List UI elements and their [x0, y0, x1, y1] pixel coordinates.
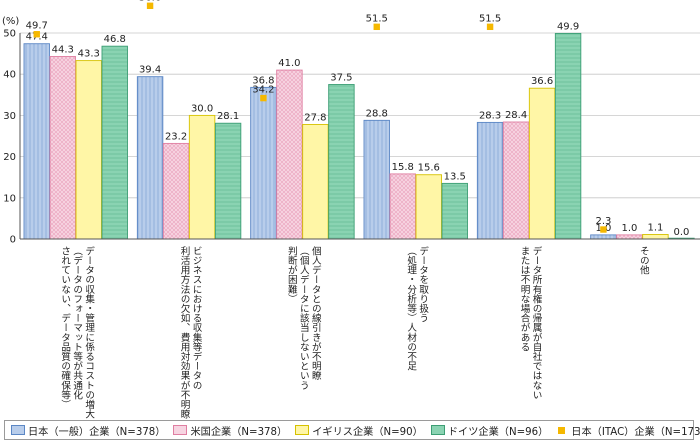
value-label: 28.3 [479, 110, 501, 121]
legend-label-us: 米国企業（N=378） [190, 426, 288, 438]
legend-label-itac: 日本（ITAC）企業（N=173） [571, 426, 700, 438]
bar-cost-s1 [49, 56, 76, 240]
category-label-cost: （データのフォーマット等が共通化 [71, 246, 83, 400]
value-label: 41.0 [278, 58, 300, 69]
value-label: 27.8 [304, 112, 326, 123]
legend-swatch-uk [295, 425, 310, 435]
itac-markers: 49.7 56.6 34.2 51.5 51.5 2.3 [26, 0, 611, 233]
value-label: 36.6 [531, 76, 553, 87]
bar-biz-s3 [214, 122, 242, 240]
bar-talent-s2 [415, 174, 442, 240]
category-label-biz: 利活用方法の欠如、費用対効果が不明瞭 [179, 245, 191, 418]
value-label: 46.8 [104, 34, 126, 45]
legend-swatch-us [173, 425, 188, 435]
bar-talent-s3 [441, 182, 468, 240]
legend-item-de: ドイツ企業（N=96） [430, 423, 549, 438]
bar-ownership-s0 [476, 121, 504, 240]
value-label: 43.3 [78, 49, 100, 60]
bar-biz-s2 [188, 114, 216, 240]
itac-value-label: 51.5 [366, 13, 388, 24]
legend: 日本（一般）企業（N=378） 米国企業（N=378） イギリス企業（N=90）… [4, 420, 700, 440]
bar-cost-s0 [23, 43, 50, 240]
bar-talent-s0 [363, 119, 390, 240]
itac-value-label: 51.5 [479, 13, 501, 24]
bar-personal-s3 [328, 84, 355, 240]
value-label: 15.8 [392, 162, 414, 173]
bar-cost-s2 [75, 60, 102, 240]
category-label-cost: データの収集・管理に係るコストの増大 [83, 245, 95, 419]
itac-value-label: 2.3 [595, 216, 611, 227]
itac-marker-personal [260, 94, 267, 102]
legend-label-uk: イギリス企業（N=90） [312, 426, 423, 438]
value-label: 36.8 [252, 75, 274, 86]
value-label: 15.6 [418, 163, 440, 174]
itac-marker-cost [33, 31, 40, 38]
category-label-ownership: データ所有権の帰属が自社ではない [531, 245, 543, 399]
category-labels: データの収集・管理に係るコストの増大（データのフォーマット等が共通化されていない… [59, 245, 649, 419]
y-axis-unit: (%) [2, 16, 19, 27]
value-label: 49.9 [557, 21, 579, 32]
y-tick-label: 50 [3, 29, 16, 40]
category-label-other: その他 [638, 246, 650, 276]
value-label: 28.8 [366, 108, 388, 119]
legend-label-de: ドイツ企業（N=96） [447, 426, 549, 438]
bar-other-s2 [642, 234, 669, 240]
category-label-personal: 判断が困難） [286, 245, 298, 303]
itac-marker-biz [146, 2, 154, 10]
bar-personal-s0 [250, 86, 277, 240]
category-label-personal: 個人データとの線引きが不明瞭 [310, 245, 322, 380]
value-label: 1.1 [647, 222, 663, 233]
bar-biz-s1 [162, 142, 190, 240]
legend-swatch-de [430, 425, 445, 435]
bars [23, 32, 695, 240]
y-tick-label: 40 [3, 70, 16, 81]
value-label: 28.4 [505, 110, 527, 121]
bar-cost-s3 [101, 45, 128, 240]
bar-talent-s1 [389, 173, 416, 240]
itac-value-label: 49.7 [26, 21, 48, 32]
value-labels: 47.444.343.346.839.423.230.028.136.841.0… [26, 21, 690, 238]
value-label: 0.0 [673, 227, 689, 238]
itac-value-label: 56.6 [139, 0, 161, 3]
legend-swatch-jp [11, 425, 25, 435]
itac-marker-ownership [486, 23, 494, 31]
bar-ownership-s3 [554, 32, 582, 240]
legend-item-jp: 日本（一般）企業（N=378） [11, 423, 165, 438]
bar-other-s1 [616, 234, 643, 240]
category-label-cost: されていない、データ品質の確保等） [59, 246, 71, 409]
y-tick-label: 30 [3, 111, 16, 122]
bar-ownership-s1 [502, 121, 530, 240]
itac-marker-talent [373, 23, 380, 31]
value-label: 23.2 [165, 131, 187, 142]
legend-item-itac: 日本（ITAC）企業（N=173） [556, 423, 700, 438]
bar-biz-s0 [136, 76, 164, 240]
value-label: 30.0 [191, 103, 213, 114]
legend-marker-itac [558, 426, 566, 434]
category-label-ownership: または不明な場合がある [519, 246, 531, 352]
value-label: 1.0 [621, 223, 637, 234]
category-label-talent: データを取り扱う [417, 245, 429, 322]
category-label-biz: ビジネスにおける収集等データの [191, 246, 203, 390]
itac-value-label: 34.2 [252, 85, 274, 96]
value-label: 44.3 [52, 44, 74, 55]
value-label: 39.4 [139, 65, 161, 76]
value-label: 13.5 [444, 171, 466, 182]
bar-other-s0 [590, 234, 617, 240]
value-label: 28.1 [217, 111, 239, 122]
y-axis: 0 10 20 30 40 50 [3, 29, 700, 246]
bar-personal-s1 [276, 69, 303, 240]
bar-ownership-s2 [528, 87, 556, 240]
legend-item-us: 米国企業（N=378） [173, 423, 287, 438]
y-tick-label: 0 [10, 235, 16, 246]
legend-item-uk: イギリス企業（N=90） [295, 423, 423, 438]
bar-personal-s2 [302, 124, 329, 240]
category-label-personal: （個人データに該当しないという [298, 246, 310, 390]
y-tick-label: 20 [3, 152, 16, 163]
legend-label-jp: 日本（一般）企業（N=378） [28, 426, 166, 438]
value-label: 37.5 [330, 73, 352, 84]
y-tick-label: 10 [3, 193, 16, 204]
itac-marker-other [600, 226, 607, 233]
bar-chart: 47.444.343.346.839.423.230.028.136.841.0… [2, 0, 700, 420]
category-label-talent: （処理・分析等）人材の不足 [405, 246, 417, 372]
